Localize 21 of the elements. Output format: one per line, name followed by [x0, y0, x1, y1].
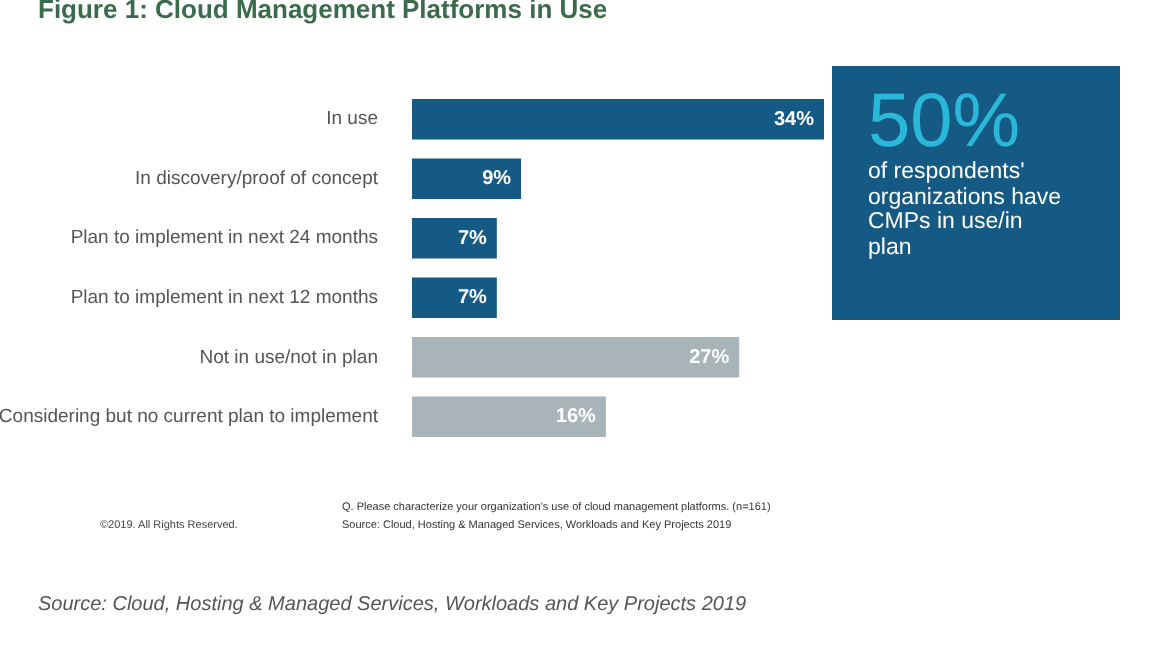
source-note: Source: Cloud, Hosting & Managed Services, Workloads and Key Projects 2019	[38, 594, 749, 616]
data-label: 7%	[457, 287, 488, 310]
bar	[412, 217, 497, 259]
bar	[412, 158, 522, 199]
data-label: 27%	[689, 346, 730, 369]
y-tick-label: Not in use/not in plan	[199, 346, 378, 369]
y-tick-label: Considering but no current plan to implement	[0, 406, 379, 429]
data-label: 16%	[555, 406, 597, 429]
y-tick-label: In use	[326, 108, 378, 131]
bar	[412, 277, 497, 319]
bar	[412, 396, 606, 438]
y-tick-label: Plan to implement in next 12 months	[70, 287, 379, 310]
data-label: 9%	[482, 168, 512, 191]
data-label: 7%	[457, 227, 488, 250]
y-tick-label: In discovery/proof of concept	[135, 167, 379, 190]
text: 50%	[868, 80, 1021, 164]
bar	[412, 337, 740, 378]
text: of respondents' organizations have CMPs in use/in plan	[868, 160, 1064, 260]
data-label: 34%	[773, 108, 815, 131]
y-tick-label: Plan to implement in next 24 months	[70, 227, 379, 250]
bar	[412, 98, 824, 140]
